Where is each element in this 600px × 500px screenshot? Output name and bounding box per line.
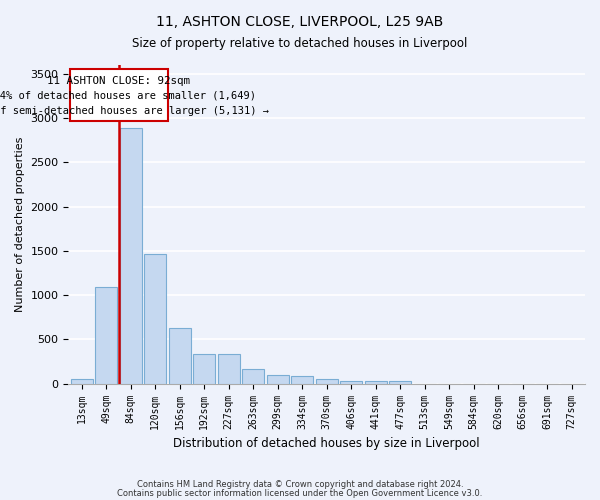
Bar xyxy=(218,354,240,384)
X-axis label: Distribution of detached houses by size in Liverpool: Distribution of detached houses by size … xyxy=(173,437,480,450)
Bar xyxy=(95,287,118,384)
Bar xyxy=(193,354,215,384)
Bar xyxy=(340,380,362,384)
Bar xyxy=(120,128,142,384)
Text: 11 ASHTON CLOSE: 92sqm: 11 ASHTON CLOSE: 92sqm xyxy=(47,76,190,86)
Text: Contains public sector information licensed under the Open Government Licence v3: Contains public sector information licen… xyxy=(118,489,482,498)
Bar xyxy=(71,380,93,384)
Text: Size of property relative to detached houses in Liverpool: Size of property relative to detached ho… xyxy=(133,38,467,51)
Text: ← 24% of detached houses are smaller (1,649): ← 24% of detached houses are smaller (1,… xyxy=(0,90,256,101)
Bar xyxy=(316,379,338,384)
Bar xyxy=(145,254,166,384)
Bar xyxy=(365,380,386,384)
Text: 75% of semi-detached houses are larger (5,131) →: 75% of semi-detached houses are larger (… xyxy=(0,106,269,116)
Bar xyxy=(169,328,191,384)
Text: 11, ASHTON CLOSE, LIVERPOOL, L25 9AB: 11, ASHTON CLOSE, LIVERPOOL, L25 9AB xyxy=(157,15,443,29)
Bar xyxy=(242,368,264,384)
FancyBboxPatch shape xyxy=(70,68,167,121)
Bar xyxy=(291,376,313,384)
Y-axis label: Number of detached properties: Number of detached properties xyxy=(15,136,25,312)
Text: Contains HM Land Registry data © Crown copyright and database right 2024.: Contains HM Land Registry data © Crown c… xyxy=(137,480,463,489)
Bar xyxy=(389,382,411,384)
Bar xyxy=(267,375,289,384)
